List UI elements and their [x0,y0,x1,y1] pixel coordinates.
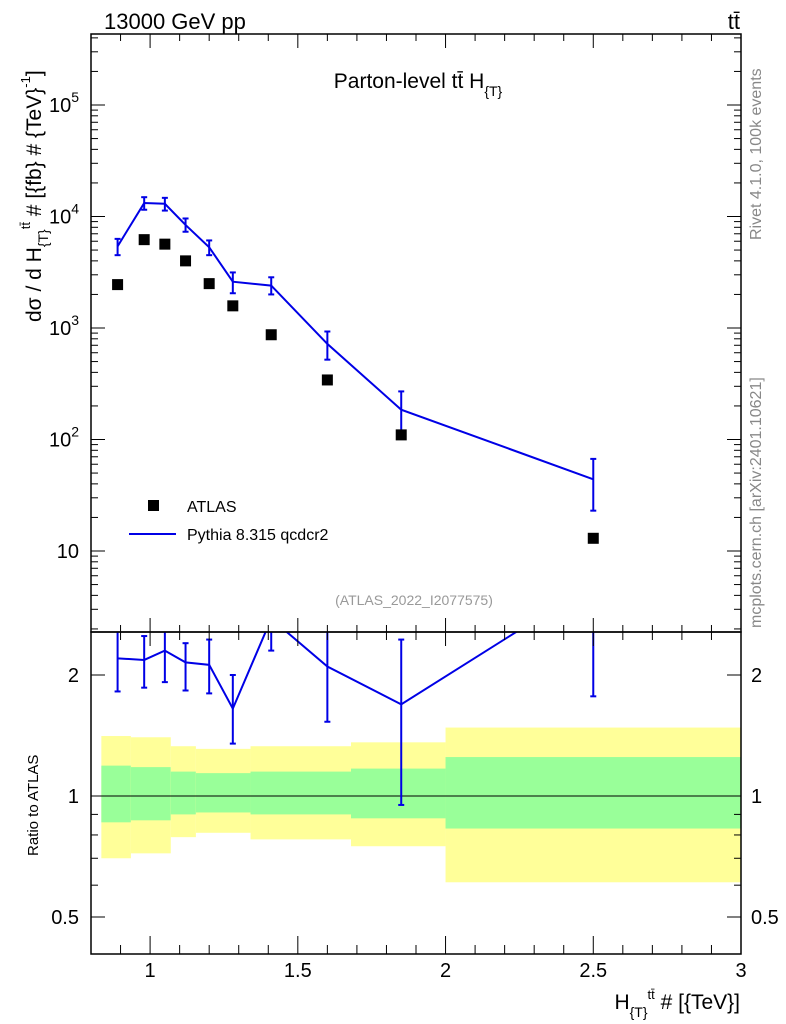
main-y-axis-label: dσ / d H{T}tt̄ # [{fb} # {TeV}-1] [18,70,51,322]
ratio-stat-uncertainty-band [130,767,171,821]
atlas-data-point [203,278,215,290]
ratio-y-tick-label-left: 0.5 [51,907,79,929]
ratio-stat-uncertainty-band [195,773,251,813]
atlas-data-point [321,374,333,386]
ratio-stat-uncertainty-band [351,768,446,819]
atlas-data-point [112,279,124,291]
main-y-tick-label: 105 [49,89,79,117]
main-y-tick-label: 10 [57,541,79,563]
ratio-plot-frame [90,631,742,955]
main-y-tick-label: 102 [49,424,79,452]
ratio-pythia-line [117,632,519,711]
legend-marker-atlas [148,500,159,511]
header-left: 13000 GeV pp [104,9,246,34]
atlas-data-point [180,255,192,267]
pythia-line [116,202,594,481]
main-y-tick-label: 103 [49,312,79,340]
ratio-stat-uncertainty-band [170,771,196,815]
ratio-y-axis-label: Ratio to ATLAS [25,755,42,856]
ratio-y-tick-label-right: 1 [751,786,762,808]
main-plot-title: Parton-level tt̄ H{T} [334,70,503,99]
ratio-y-tick-label-right: 2 [751,665,762,687]
main-y-tick-label: 104 [49,201,79,229]
atlas-data-point [395,429,407,441]
side-label-mcplots: mcplots.cern.ch [arXiv:2401.10621] [748,377,765,628]
atlas-data-point [227,300,239,312]
analysis-watermark: (ATLAS_2022_I2077575) [335,592,493,608]
ratio-y-tick-label-right: 0.5 [751,907,779,929]
x-tick-label: 1 [145,960,156,982]
atlas-data-point [587,532,599,544]
x-tick-label: 3 [735,960,746,982]
main-plot-panel: Parton-level tt̄ H{T} dσ / d H{T}tt̄ # [… [18,33,742,633]
legend: ATLAS Pythia 8.315 qcdcr2 [129,499,329,544]
x-tick-label: 1.5 [284,960,312,982]
x-axis-label: H{T}tt̄ # [{TeV}] [614,987,740,1020]
header-right: tt̄ [728,9,740,34]
ratio-y-tick-label-left: 1 [68,786,79,808]
legend-label-pythia: Pythia 8.315 qcdcr2 [187,527,329,544]
legend-label-atlas: ATLAS [187,499,237,516]
atlas-data-point [265,329,277,341]
ratio-y-tick-label-left: 2 [68,665,79,687]
x-tick-label: 2 [440,960,451,982]
x-tick-label: 2.5 [579,960,607,982]
ratio-plot-panel: 0.5 0.5 1 1 2 2 1 1.5 2 2.5 3 Ratio to ATLAS H{T}… [25,631,779,1020]
side-label-rivet: Rivet 4.1.0, 100k events [748,68,765,240]
ratio-stat-uncertainty-band [445,757,741,829]
atlas-data-point [138,234,150,246]
ratio-stat-uncertainty-band [101,765,131,823]
atlas-data-point [159,238,171,250]
ratio-stat-uncertainty-band [250,771,351,815]
